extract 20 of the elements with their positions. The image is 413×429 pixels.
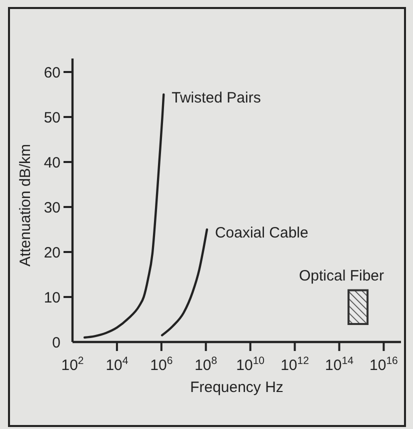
y-tick-label: 30 xyxy=(44,199,60,216)
x-tick-label: 10$^{8}$ xyxy=(194,355,218,374)
y-tick-label: 40 xyxy=(44,154,60,172)
y-axis-title: Attenuation dB/km xyxy=(17,144,34,267)
x-tick-label: 10$^{2}$ xyxy=(61,355,84,374)
y-tick-label: 50 xyxy=(44,109,60,126)
y-tick-label: 0 xyxy=(52,334,60,352)
x-tick-label: 10$^{12}$ xyxy=(280,355,310,374)
x-tick-label: 10$^{10}$ xyxy=(236,355,265,374)
x-tick-label: 10$^{16}$ xyxy=(370,355,398,374)
x-axis-title: Frequency Hz xyxy=(190,379,284,396)
series-label: Coaxial Cable xyxy=(214,224,308,242)
y-tick-label: 60 xyxy=(44,64,60,82)
x-tick-label: 10$^{6}$ xyxy=(150,355,173,374)
series-label: Twisted Pairs xyxy=(172,90,261,106)
series-label: Optical Fiber xyxy=(299,267,384,284)
x-tick-label: 10$^{14}$ xyxy=(325,355,354,374)
y-tick-label: 10 xyxy=(44,289,60,306)
x-tick-label: 10$^{4}$ xyxy=(106,355,128,374)
y-tick-label: 20 xyxy=(44,244,60,262)
